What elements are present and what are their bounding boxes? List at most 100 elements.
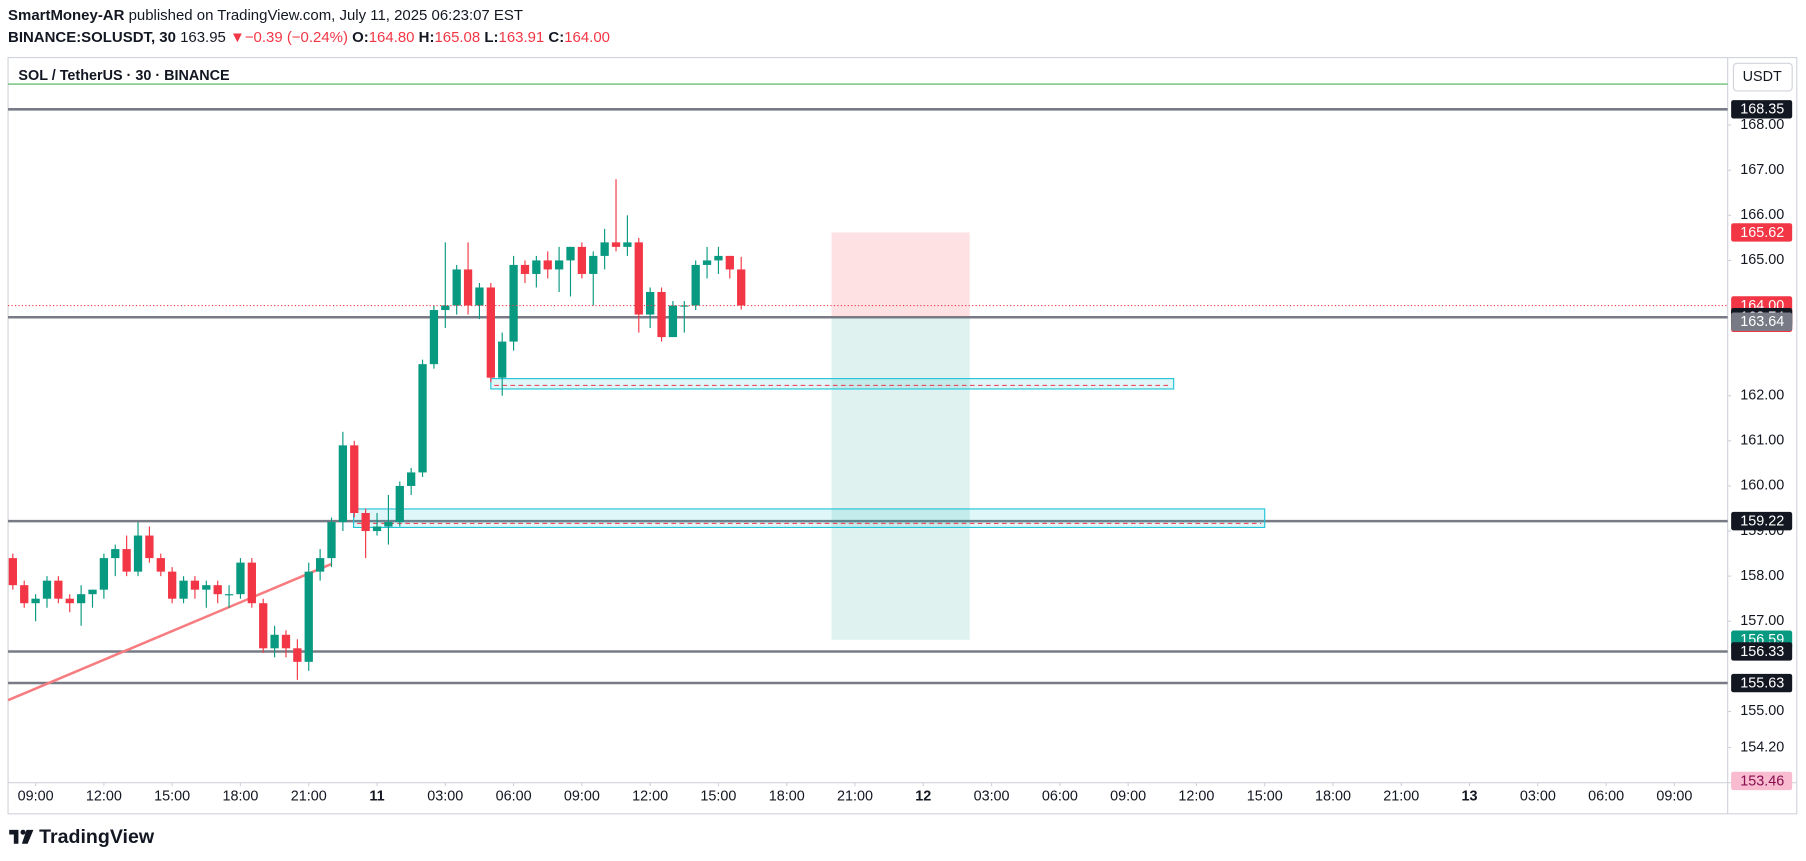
candle-body (372, 526, 382, 532)
candle-body (475, 287, 484, 306)
candle-body (327, 522, 336, 559)
candle-body (554, 260, 564, 270)
position-stop-area (831, 232, 970, 318)
header-line-2: BINANCE:SOLUSDT, 30 163.95 ▼−0.39 (−0.24… (8, 29, 610, 46)
ohlc-label: L: (484, 29, 498, 46)
ohlc-label: C: (548, 29, 564, 46)
ohlc-value: 165.08 (434, 29, 480, 46)
candle-body (54, 580, 63, 599)
price-marker-label: 168.35 (1740, 102, 1784, 118)
y-tick-label: 158.00 (1740, 568, 1784, 584)
candle-body (691, 264, 700, 306)
candle-body (634, 242, 643, 315)
candle-body (441, 305, 450, 311)
candle-body (646, 291, 655, 315)
candle-body (20, 585, 29, 604)
candle-body (611, 242, 621, 247)
price-marker (1731, 673, 1793, 693)
currency[interactable]: USDT (1743, 69, 1782, 85)
candle-body (270, 634, 279, 649)
candle-body (202, 585, 211, 590)
price-marker-label: 155.63 (1740, 675, 1784, 691)
candle-body (304, 571, 313, 662)
candle-body (702, 260, 712, 265)
candle-body (463, 269, 473, 306)
x-tick-label: 18:00 (1315, 788, 1351, 804)
price-marker (1731, 771, 1793, 791)
candle-body (293, 648, 302, 662)
candle-body (168, 571, 177, 599)
candle-body (179, 580, 188, 599)
price-marker (1731, 223, 1793, 242)
candle-body (668, 305, 678, 338)
candle-body (315, 558, 325, 572)
x-tick-label: 12:00 (1178, 788, 1214, 804)
candle-body (725, 255, 734, 270)
candle-body (8, 558, 17, 586)
candle-body (99, 558, 109, 590)
candle-body (111, 549, 120, 559)
x-tick-label: 21:00 (837, 788, 873, 804)
candle-body (395, 485, 404, 523)
currency-button[interactable] (1732, 62, 1793, 92)
price-marker (1731, 100, 1793, 119)
x-tick-label: 18:00 (222, 788, 258, 804)
price-marker (1731, 642, 1793, 661)
y-tick-label: 165.00 (1740, 252, 1784, 268)
ohlc-label: H: (419, 29, 435, 46)
x-tick-label: 12 (915, 788, 931, 804)
candle-body (236, 562, 245, 595)
y-tick-label: 157.00 (1740, 613, 1784, 629)
legend: SOL / TetherUS · 30 · BINANCE (18, 68, 230, 84)
x-tick-label: 06:00 (1042, 788, 1078, 804)
candle-body (213, 585, 222, 595)
price-marker (1731, 511, 1793, 531)
candle-body (657, 291, 666, 338)
candle-body (714, 255, 723, 261)
price-marker-label: 163.64 (1740, 314, 1784, 330)
candle-body (361, 513, 370, 532)
candle-body (224, 594, 234, 596)
candle-body (247, 562, 256, 604)
candle-body (589, 255, 598, 274)
x-tick-label: 15:00 (154, 788, 190, 804)
chart-frame (7, 56, 1798, 815)
price-marker (1731, 312, 1793, 331)
price-marker-label: 156.33 (1740, 644, 1784, 660)
candle-body (190, 580, 200, 590)
candle-body (600, 242, 609, 256)
candle-body (680, 305, 689, 307)
price-marker-label: 159.22 (1740, 513, 1784, 529)
candle-body (509, 264, 518, 342)
x-tick-label: 21:00 (1383, 788, 1419, 804)
x-tick-label: 09:00 (1110, 788, 1146, 804)
axes: 168.00 167.00 166.00 165.00 162.00 161.00 160.… (18, 100, 1793, 804)
x-tick-label: 06:00 (496, 788, 532, 804)
brand: TradingView (39, 826, 155, 848)
candle-body (88, 589, 97, 595)
header-line-1: SmartMoney-AR published on TradingView.c… (8, 7, 523, 24)
logo-shape (21, 829, 34, 844)
candle-body (532, 260, 541, 274)
x-tick-label: 09:00 (1656, 788, 1692, 804)
candle-body (486, 287, 495, 378)
candle-body (543, 260, 552, 270)
trend-line (7, 562, 332, 702)
published: published on TradingView.com, July 11, 2… (129, 7, 523, 24)
x-tick-label: 03:00 (1520, 788, 1556, 804)
candle-body (498, 341, 507, 378)
x-tick-label: 03:00 (974, 788, 1010, 804)
candle-body (737, 269, 746, 306)
candle-body (281, 634, 291, 649)
candle-body (429, 310, 439, 365)
candle-body (76, 594, 86, 604)
author: SmartMoney-AR (8, 7, 125, 24)
x-tick-label: 09:00 (18, 788, 54, 804)
ohlc-label: O: (352, 29, 369, 46)
x-tick-label: 15:00 (1247, 788, 1283, 804)
brand-logo: TradingView (9, 826, 155, 848)
x-tick-label: 21:00 (291, 788, 327, 804)
candle-body (418, 364, 427, 473)
